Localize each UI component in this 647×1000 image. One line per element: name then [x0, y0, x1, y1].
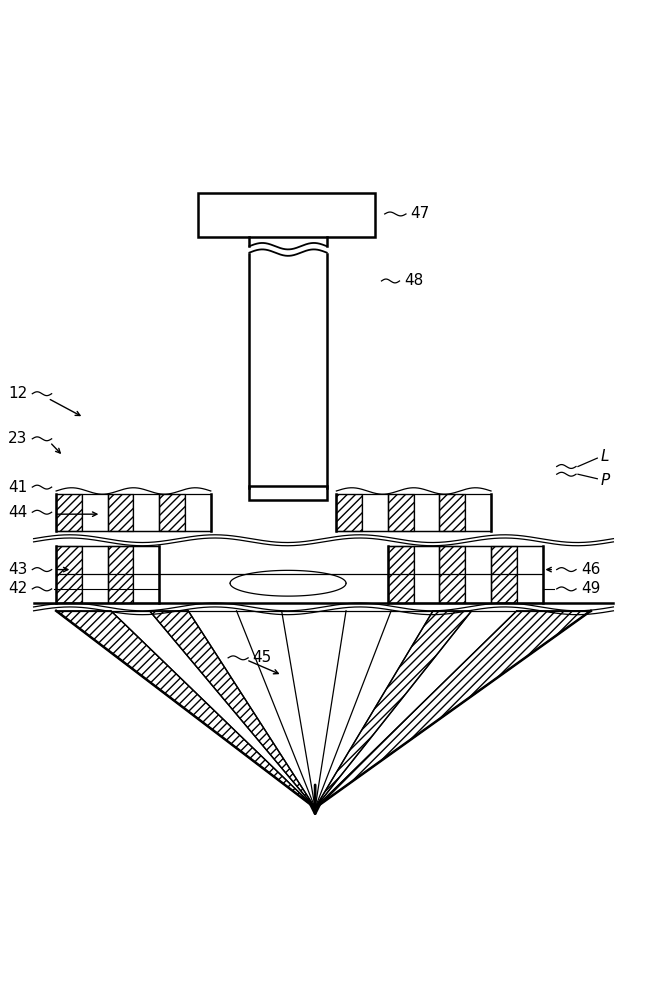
Bar — [465, 494, 491, 531]
Bar — [82, 494, 107, 531]
Bar — [133, 546, 159, 603]
Text: 48: 48 — [404, 273, 423, 288]
Text: 45: 45 — [252, 650, 272, 665]
Bar — [465, 546, 491, 603]
Text: 23: 23 — [8, 431, 27, 446]
Bar — [56, 546, 82, 603]
Bar — [198, 193, 375, 237]
Bar — [107, 494, 133, 531]
Text: 43: 43 — [8, 562, 27, 577]
Bar — [56, 494, 82, 531]
Bar — [413, 546, 439, 603]
Bar — [249, 486, 327, 500]
Text: 46: 46 — [581, 562, 600, 577]
Text: 12: 12 — [8, 386, 27, 401]
Bar — [107, 546, 133, 603]
Bar — [388, 494, 413, 531]
Bar — [82, 546, 107, 603]
Text: L: L — [600, 449, 609, 464]
Bar — [439, 494, 465, 531]
Bar — [413, 494, 439, 531]
Bar — [185, 494, 211, 531]
Bar — [362, 494, 388, 531]
Bar — [491, 546, 517, 603]
Bar — [159, 494, 185, 531]
Bar — [133, 494, 159, 531]
Bar — [336, 494, 362, 531]
Text: 42: 42 — [8, 581, 27, 596]
Text: 41: 41 — [8, 480, 27, 495]
Bar — [388, 546, 413, 603]
Text: 49: 49 — [581, 581, 600, 596]
Text: P: P — [600, 473, 609, 488]
Text: 44: 44 — [8, 505, 27, 520]
Bar — [439, 546, 465, 603]
Text: 47: 47 — [410, 206, 430, 221]
Bar — [517, 546, 543, 603]
